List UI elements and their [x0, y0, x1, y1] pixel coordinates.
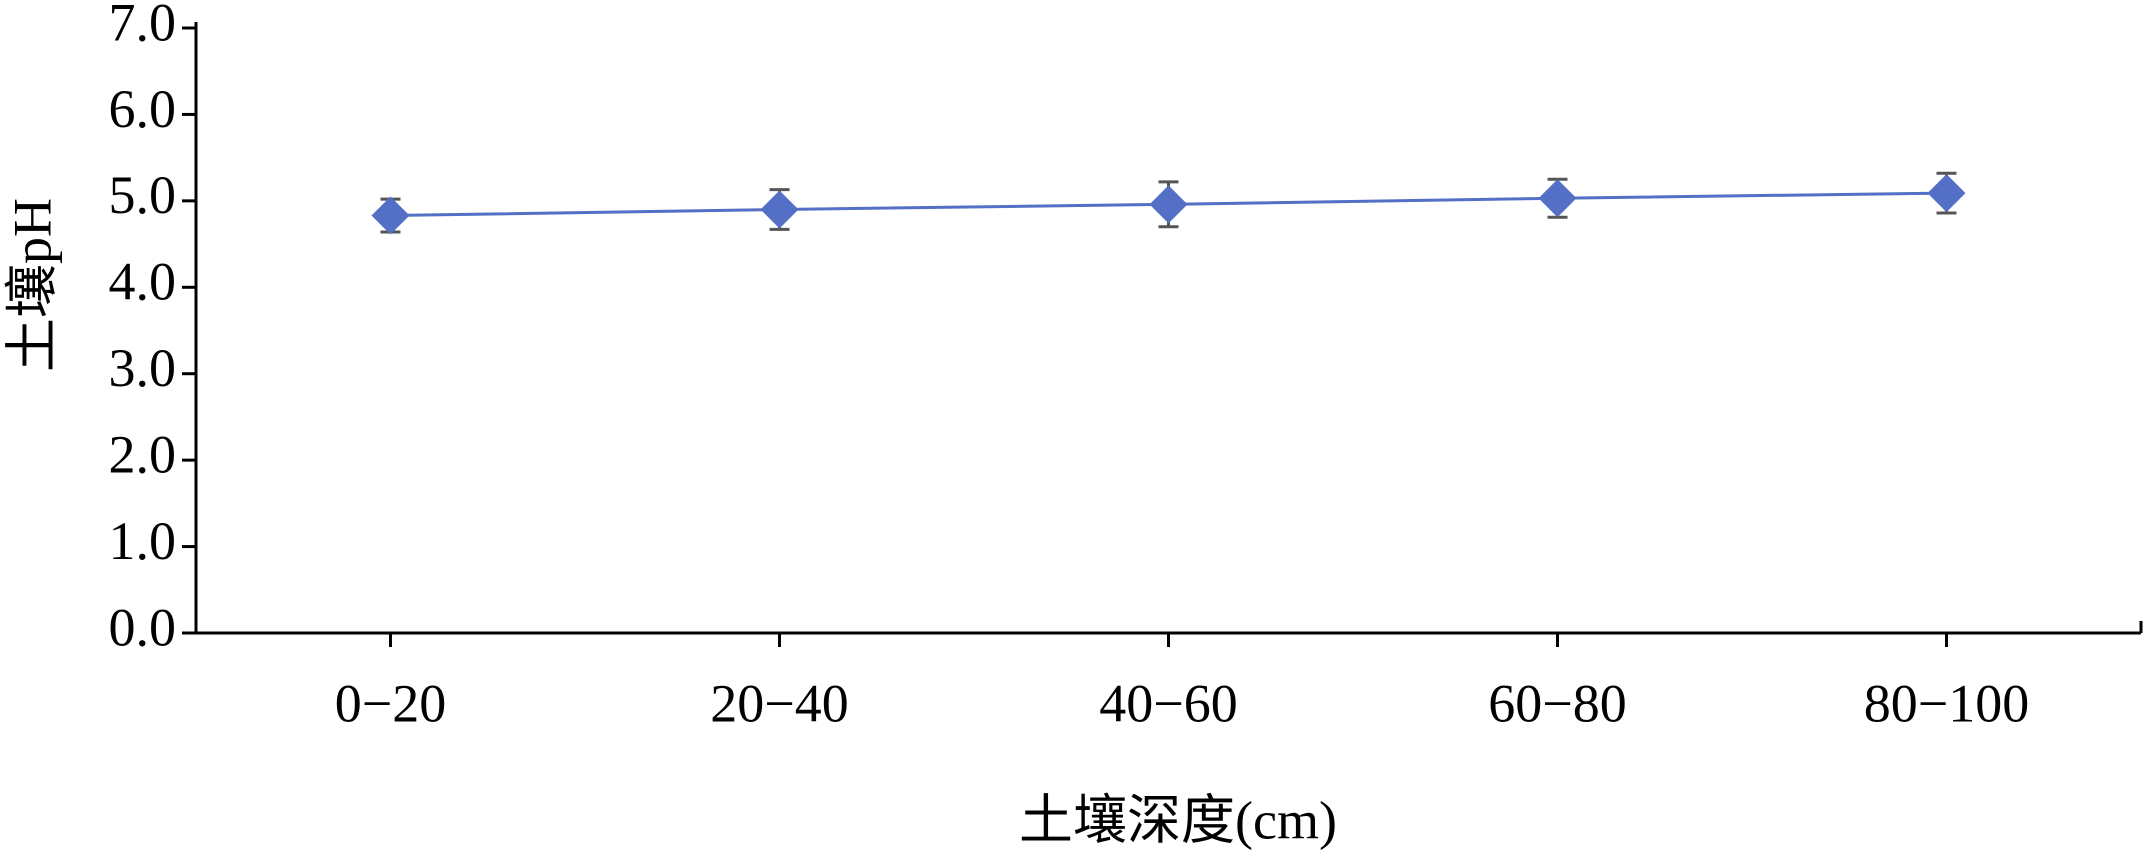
data-point: [760, 190, 799, 229]
x-tick-label: 80−100: [1864, 673, 2029, 733]
y-axis-label: 土壤pH: [2, 198, 62, 372]
x-tick-label: 40−60: [1099, 673, 1237, 733]
y-tick-label: 6.0: [109, 79, 177, 139]
x-axis-label: 土壤深度(cm): [1019, 790, 1337, 850]
y-tick-label: 0.0: [109, 597, 177, 657]
data-point: [1149, 185, 1188, 224]
y-tick-label: 1.0: [109, 511, 177, 571]
x-tick-label: 20−40: [710, 673, 848, 733]
y-tick-label: 7.0: [109, 0, 177, 52]
data-point: [371, 196, 410, 235]
data-point: [1927, 174, 1966, 213]
y-tick-label: 5.0: [109, 165, 177, 225]
y-tick-label: 2.0: [109, 425, 177, 485]
y-tick-label: 4.0: [109, 252, 177, 312]
data-point: [1538, 179, 1577, 218]
y-tick-label: 3.0: [109, 338, 177, 398]
x-tick-label: 0−20: [335, 673, 446, 733]
x-tick-label: 60−80: [1488, 673, 1626, 733]
